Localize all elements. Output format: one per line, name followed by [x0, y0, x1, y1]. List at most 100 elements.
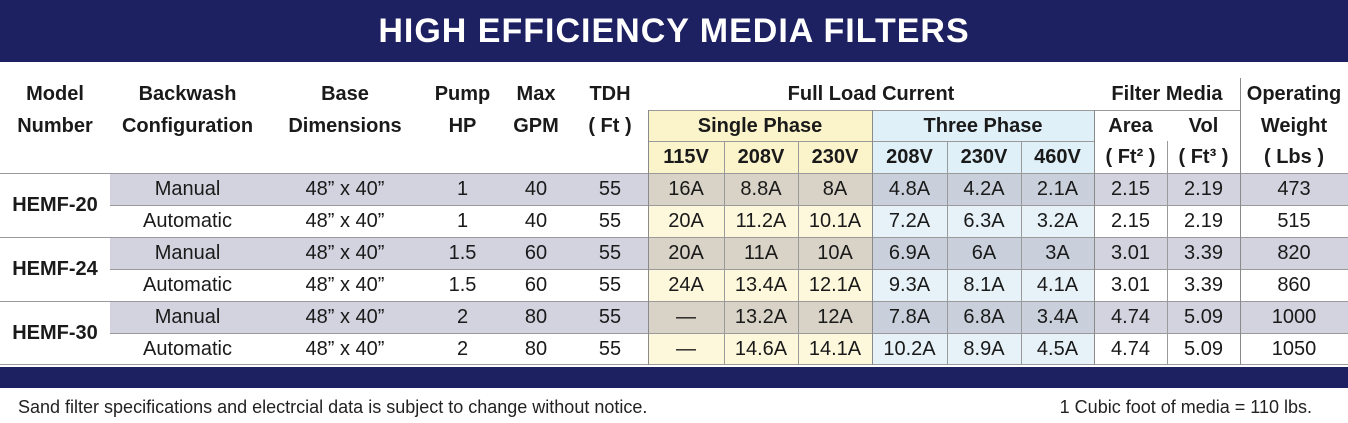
cell-current-230v-single: 14.1A: [808, 337, 862, 360]
cell-weight: 1000: [1271, 305, 1317, 328]
cell-backwash: Automatic: [143, 209, 232, 232]
header-model: Number: [17, 115, 93, 137]
grid-line: [1021, 141, 1022, 365]
header-gpm: GPM: [513, 115, 559, 137]
cell-current-115v: —: [676, 337, 696, 360]
header-pump: HP: [448, 115, 477, 137]
header-base: Dimensions: [288, 115, 402, 137]
grid-line: [110, 205, 1348, 206]
cell-base-dimensions: 48” x 40”: [305, 273, 385, 296]
cell-current-115v: 24A: [668, 273, 704, 296]
cell-current-230v-three: 8.9A: [963, 337, 1005, 360]
cell-current-115v: 16A: [668, 177, 704, 200]
cell-current-230v-single: 8A: [822, 177, 848, 200]
table-title-banner: HIGH EFFICIENCY MEDIA FILTERS: [0, 0, 1348, 62]
cell-vol: 2.19: [1184, 209, 1223, 232]
grid-line: [648, 110, 649, 365]
cell-current-460v: 3.4A: [1036, 305, 1079, 328]
cell-current-208v-single: 8.8A: [740, 177, 782, 200]
cell-current-230v-three: 6.3A: [963, 209, 1005, 232]
grid-line: [0, 301, 1348, 302]
header-tdh: TDH: [589, 83, 631, 105]
cell-current-230v-single: 10A: [817, 241, 853, 264]
grid-line: [724, 141, 725, 365]
cell-pump-hp: 1: [456, 209, 469, 232]
grid-line: [1094, 110, 1095, 365]
cell-weight: 1050: [1271, 337, 1317, 360]
cell-vol: 3.39: [1184, 241, 1223, 264]
cell-current-208v-single: 11.2A: [735, 209, 787, 232]
grid-line: [648, 141, 1094, 142]
single-phase-row-band: [648, 301, 872, 333]
grid-line: [0, 237, 1348, 238]
cell-vol: 3.39: [1184, 273, 1223, 296]
cell-vol: 5.09: [1184, 305, 1223, 328]
cell-weight: 515: [1277, 209, 1311, 232]
page-title: HIGH EFFICIENCY MEDIA FILTERS: [378, 11, 970, 50]
single-phase-row-band: [648, 205, 872, 237]
cell-current-460v: 3A: [1045, 241, 1070, 264]
cell-current-115v: 20A: [668, 209, 704, 232]
cell-max-gpm: 40: [524, 209, 548, 232]
header-area-unit: ( Ft² ): [1105, 146, 1156, 168]
cell-vol: 2.19: [1184, 177, 1223, 200]
cell-current-460v: 4.5A: [1036, 337, 1079, 360]
cell-current-208v-single: 13.2A: [734, 305, 788, 328]
header-voltage-three: 230V: [960, 146, 1008, 168]
cell-current-208v-three: 10.2A: [883, 337, 936, 360]
cell-tdh: 55: [598, 337, 622, 360]
cell-backwash: Automatic: [143, 273, 232, 296]
cell-tdh: 55: [598, 241, 622, 264]
header-backwash: Configuration: [121, 115, 254, 137]
header-model: Model: [26, 83, 84, 105]
header-single-phase: Single Phase: [697, 115, 823, 137]
header-voltage-three: 208V: [886, 146, 933, 168]
single-phase-row-band: [648, 269, 872, 301]
cell-current-208v-three: 7.8A: [888, 305, 931, 328]
cell-base-dimensions: 48” x 40”: [305, 241, 385, 264]
header-voltage-three: 460V: [1034, 146, 1081, 168]
three-phase-row-band: [872, 173, 1094, 205]
cell-backwash: Manual: [154, 305, 221, 328]
cell-pump-hp: 2: [456, 305, 469, 328]
cell-weight: 860: [1277, 273, 1311, 296]
cell-max-gpm: 60: [524, 241, 548, 264]
cell-tdh: 55: [598, 209, 622, 232]
cell-area: 4.74: [1111, 305, 1150, 328]
single-phase-row-band: [648, 173, 872, 205]
header-backwash: Backwash: [138, 83, 237, 105]
cell-max-gpm: 60: [524, 273, 548, 296]
cell-backwash: Automatic: [143, 337, 232, 360]
header-base: Base: [321, 83, 369, 105]
cell-current-230v-three: 4.2A: [963, 177, 1005, 200]
header-weight-unit: ( Lbs ): [1264, 146, 1324, 168]
header-pump: Pump: [434, 83, 491, 105]
three-phase-row-band: [872, 301, 1094, 333]
grid-line: [0, 364, 1348, 365]
grid-line: [110, 269, 1348, 270]
header-operating: Weight: [1260, 115, 1328, 137]
header-vol-unit: ( Ft³ ): [1178, 146, 1229, 168]
cell-tdh: 55: [598, 273, 622, 296]
grid-line: [0, 173, 1348, 174]
cell-weight: 820: [1277, 241, 1311, 264]
cell-current-115v: 20A: [668, 241, 704, 264]
cell-model-number: HEMF-30: [12, 321, 98, 344]
cell-current-230v-single: 12.1A: [808, 273, 862, 296]
cell-base-dimensions: 48” x 40”: [305, 337, 385, 360]
three-phase-row-band: [872, 269, 1094, 301]
cell-weight: 473: [1277, 177, 1311, 200]
header-voltage-single: 230V: [811, 146, 859, 168]
cell-tdh: 55: [598, 177, 622, 200]
grid-line: [872, 110, 873, 365]
grid-line: [1167, 141, 1168, 365]
cell-current-460v: 4.1A: [1036, 273, 1079, 296]
footnote-disclaimer: Sand filter specifications and electrcia…: [18, 397, 648, 417]
cell-current-230v-single: 12A: [817, 305, 853, 328]
cell-current-208v-single: 14.6A: [734, 337, 788, 360]
cell-current-208v-single: 11A: [743, 241, 779, 264]
grid-line: [1240, 78, 1241, 365]
cell-base-dimensions: 48” x 40”: [305, 209, 385, 232]
single-phase-row-band: [648, 237, 872, 269]
header-voltage-single: 115V: [663, 146, 709, 168]
